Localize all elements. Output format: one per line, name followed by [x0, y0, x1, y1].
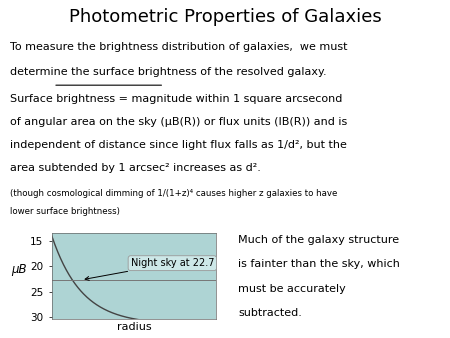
- Text: To measure the brightness distribution of galaxies,  we must: To measure the brightness distribution o…: [10, 42, 347, 52]
- Text: Surface brightness = magnitude within 1 square arcsecond: Surface brightness = magnitude within 1 …: [10, 94, 342, 104]
- Text: must be accurately: must be accurately: [238, 284, 346, 294]
- Text: Night sky at 22.7: Night sky at 22.7: [85, 258, 214, 281]
- X-axis label: radius: radius: [117, 322, 151, 332]
- Text: area subtended by 1 arcsec² increases as d².: area subtended by 1 arcsec² increases as…: [10, 163, 261, 173]
- Text: independent of distance since light flux falls as 1/d², but the: independent of distance since light flux…: [10, 140, 347, 150]
- Text: of angular area on the sky (μB(R)) or flux units (IB(R)) and is: of angular area on the sky (μB(R)) or fl…: [10, 117, 347, 127]
- Text: Much of the galaxy structure: Much of the galaxy structure: [238, 235, 400, 245]
- Text: subtracted.: subtracted.: [238, 308, 302, 318]
- Y-axis label: μB: μB: [11, 263, 27, 276]
- Text: (though cosmological dimming of 1/(1+z)⁴ causes higher z galaxies to have: (though cosmological dimming of 1/(1+z)⁴…: [10, 189, 337, 198]
- Text: lower surface brightness): lower surface brightness): [10, 207, 120, 216]
- Text: determine the surface brightness of the resolved galaxy.: determine the surface brightness of the …: [10, 67, 327, 77]
- Text: Photometric Properties of Galaxies: Photometric Properties of Galaxies: [68, 8, 382, 26]
- Text: is fainter than the sky, which: is fainter than the sky, which: [238, 259, 400, 269]
